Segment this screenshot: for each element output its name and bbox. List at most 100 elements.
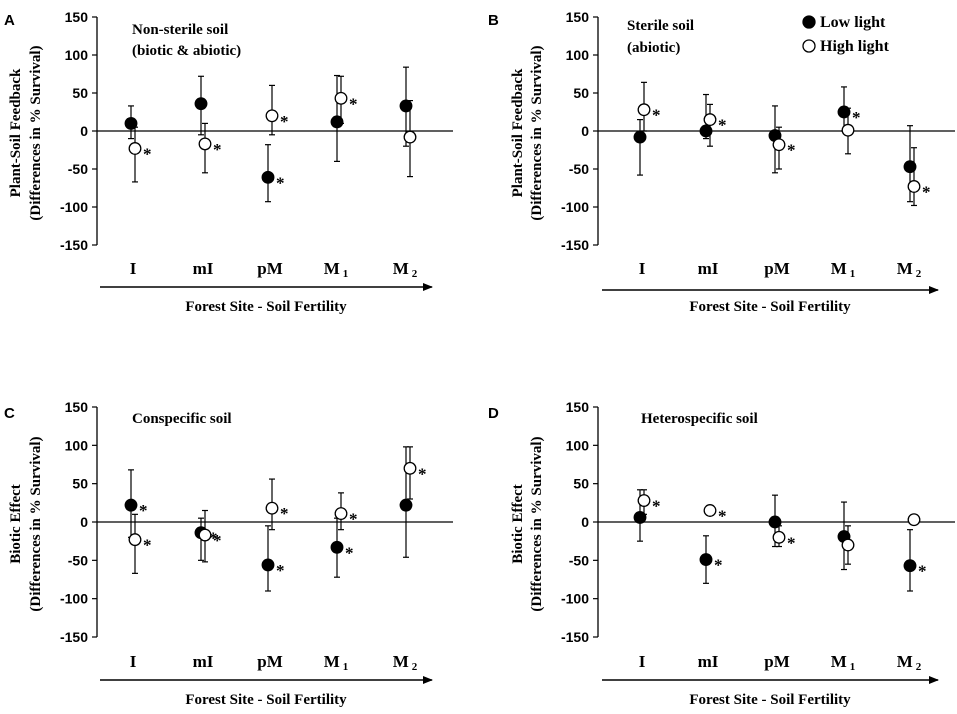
y-tick-label: 50: [573, 85, 589, 101]
y-tick-label: -50: [569, 552, 589, 568]
low-light-legend-marker: [802, 15, 816, 29]
significance-star: *: [922, 182, 931, 201]
panel-a: A 150 100 50 0 -50 -100 -150 Plant-Soil Feedback…: [4, 9, 453, 315]
x-axis-title: Forest Site - Soil Fertility: [185, 299, 347, 315]
significance-star: *: [209, 529, 218, 548]
high-light-point: [703, 113, 717, 127]
panel-letter: B: [488, 12, 499, 29]
y-tick-label: 100: [65, 47, 89, 63]
y-tick-label: -100: [561, 591, 589, 607]
high-light-point: [198, 137, 212, 151]
high-light-point: [907, 180, 921, 193]
y-tick-label: 0: [581, 123, 589, 139]
low-light-point: [633, 130, 647, 144]
x-category-label: pM: [764, 652, 790, 671]
significance-star: *: [787, 533, 796, 552]
x-category-label: pM: [257, 259, 283, 278]
high-light-point: [265, 109, 279, 123]
panel-annotation: Sterile soil: [627, 18, 694, 34]
high-light-point: [128, 533, 142, 547]
significance-star: *: [418, 464, 427, 483]
y-tick-label: 50: [72, 85, 88, 101]
y-tick-label: -150: [60, 629, 88, 645]
y-tick-label: 0: [581, 514, 589, 530]
x-category-label: pM: [257, 652, 283, 671]
y-axis-title: Biotic Effect: [510, 484, 526, 564]
high-light-point: [772, 138, 786, 152]
y-tick-label: 100: [566, 47, 590, 63]
low-light-point: [903, 559, 917, 573]
y-axis-title: Plant-Soil Feedback: [510, 68, 526, 197]
y-tick-label: 50: [573, 476, 589, 492]
x-category-label: I: [639, 652, 646, 671]
x-category-label: mI: [193, 259, 214, 278]
y-tick-label: -100: [60, 591, 88, 607]
significance-star: *: [787, 141, 796, 160]
high-light-point: [334, 507, 348, 521]
panel-b: B 150 100 50 0 -50 -100 -150 Plant-Soil Feedback…: [488, 9, 955, 315]
y-axis-subtitle: (Differences in % Survival): [529, 45, 545, 220]
low-light-point: [633, 510, 647, 524]
panel-annotation: (abiotic): [627, 40, 680, 56]
panel-letter: C: [4, 405, 15, 422]
low-light-point: [699, 124, 713, 138]
y-tick-label: 100: [65, 437, 89, 453]
high-light-legend-label: High light: [820, 38, 890, 55]
low-light-point: [399, 498, 413, 512]
x-category-label: I: [639, 259, 646, 278]
y-tick-label: -150: [561, 629, 589, 645]
y-tick-label: -50: [68, 552, 88, 568]
y-tick-label: -100: [60, 199, 88, 215]
x-category-label: mI: [193, 652, 214, 671]
significance-star: *: [718, 507, 727, 526]
y-axis-title: Biotic Effect: [8, 484, 24, 564]
high-light-point: [403, 461, 417, 475]
high-light-point: [128, 142, 142, 155]
y-tick-label: -50: [569, 161, 589, 177]
panel-annotation: Non-sterile soil: [132, 22, 228, 38]
low-light-point: [124, 116, 138, 130]
y-tick-label: 0: [80, 514, 88, 530]
significance-star: *: [349, 94, 358, 113]
significance-star: *: [276, 173, 285, 192]
panel-letter: D: [488, 405, 499, 422]
significance-star: *: [714, 556, 723, 575]
significance-star: *: [652, 106, 661, 125]
y-axis-subtitle: (Differences in % Survival): [529, 436, 545, 611]
low-light-point: [330, 115, 344, 129]
x-axis-title: Forest Site - Soil Fertility: [185, 692, 347, 708]
x-category-label: I: [130, 259, 137, 278]
low-light-point: [903, 160, 917, 174]
panel-annotation: (biotic & abiotic): [132, 43, 241, 59]
y-tick-label: 150: [566, 9, 590, 25]
panel-d: D 150 100 50 0 -50 -100 -150 Biotic Effect (Diffe…: [488, 399, 955, 708]
high-light-point: [637, 494, 651, 507]
x-category-label: I: [130, 652, 137, 671]
x-category-label: pM: [764, 259, 790, 278]
y-axis-title: Plant-Soil Feedback: [8, 68, 24, 197]
high-light-point: [907, 513, 921, 527]
significance-star: *: [718, 116, 727, 135]
panel-annotation: Conspecific soil: [132, 411, 232, 427]
high-light-point: [841, 538, 855, 552]
high-light-point: [403, 130, 417, 144]
y-tick-label: 50: [72, 476, 88, 492]
significance-star: *: [345, 543, 354, 562]
low-light-point: [399, 99, 413, 113]
significance-star: *: [280, 112, 289, 131]
significance-star: *: [213, 531, 222, 550]
high-light-point: [841, 123, 855, 137]
high-light-point: [334, 91, 348, 105]
y-tick-label: 150: [566, 399, 590, 415]
low-light-point: [837, 105, 851, 119]
y-tick-label: 150: [65, 399, 89, 415]
y-tick-label: -150: [60, 237, 88, 253]
significance-star: *: [213, 140, 222, 159]
